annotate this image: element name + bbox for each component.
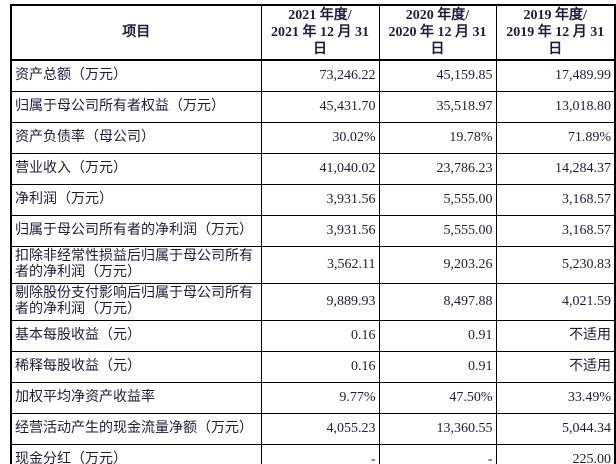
row-label: 营业收入（万元） [10, 153, 262, 185]
cell-value-2020: 0.91 [378, 351, 497, 383]
row-label: 扣除非经常性损益后归属于母公司所有者的净利润（万元） [10, 246, 262, 284]
row-label: 资产总额（万元） [10, 59, 262, 92]
cell-value-2020: 23,786.23 [378, 153, 497, 185]
cell-value-2019: 3,168.57 [495, 184, 616, 216]
table-row: 净利润（万元） 3,931.56 5,555.00 3,168.57 [10, 184, 616, 216]
cell-value-2021: 3,931.56 [260, 215, 380, 247]
cell-value-2019: 225.00 [495, 444, 616, 464]
table-row: 现金分红（万元） - - 225.00 [10, 444, 616, 464]
table-row: 营业收入（万元） 41,040.02 23,786.23 14,284.37 [10, 153, 616, 185]
cell-value-2019: 71.89% [495, 122, 616, 154]
table-row: 经营活动产生的现金流量净额（万元） 4,055.23 13,360.55 5,0… [10, 413, 616, 445]
row-label: 基本每股收益（元） [10, 320, 262, 352]
row-label: 资产负债率（母公司） [10, 122, 262, 154]
cell-value-2020: - [378, 444, 497, 464]
column-header-period-2019: 2019 年度/ 2019 年 12 月 31 日 [495, 4, 616, 61]
table-row: 扣除非经常性损益后归属于母公司所有者的净利润（万元） 3,562.11 9,20… [10, 246, 616, 284]
table-row: 稀释每股收益（元） 0.16 0.91 不适用 [10, 351, 616, 383]
cell-value-2020: 45,159.85 [378, 59, 497, 92]
cell-value-2020: 5,555.00 [378, 184, 497, 216]
financial-summary-table: 项目 2021 年度/ 2021 年 12 月 31 日 2020 年度/ 20… [10, 4, 616, 464]
cell-value-2019: 13,018.80 [495, 91, 616, 123]
cell-value-2019: 3,168.57 [495, 215, 616, 247]
cell-value-2020: 13,360.55 [378, 413, 497, 445]
row-label: 剔除股份支付影响后归属于母公司所有者的净利润（万元） [10, 283, 262, 321]
cell-value-2020: 5,555.00 [378, 215, 497, 247]
cell-value-2019: 17,489.99 [495, 59, 616, 92]
cell-value-2021: 9.77% [260, 382, 380, 414]
cell-value-2021: 4,055.23 [260, 413, 380, 445]
cell-value-2019: 不适用 [495, 351, 616, 383]
cell-value-2019: 5,044.34 [495, 413, 616, 445]
header-row: 项目 2021 年度/ 2021 年 12 月 31 日 2020 年度/ 20… [10, 4, 616, 61]
cell-value-2021: 9,889.93 [260, 283, 380, 321]
cell-value-2021: 3,931.56 [260, 184, 380, 216]
row-label: 归属于母公司所有者权益（万元） [10, 91, 262, 123]
cell-value-2021: 0.16 [260, 351, 380, 383]
cell-value-2020: 19.78% [378, 122, 497, 154]
table-row: 资产总额（万元） 73,246.22 45,159.85 17,489.99 [10, 59, 616, 92]
cell-value-2019: 4,021.59 [495, 283, 616, 321]
cell-value-2021: 45,431.70 [260, 91, 380, 123]
row-label: 净利润（万元） [10, 184, 262, 216]
table-row: 资产负债率（母公司） 30.02% 19.78% 71.89% [10, 122, 616, 154]
column-header-item: 项目 [10, 4, 262, 61]
row-label: 现金分红（万元） [10, 444, 262, 464]
cell-value-2021: 30.02% [260, 122, 380, 154]
cell-value-2021: 73,246.22 [260, 59, 380, 92]
cell-value-2019: 5,230.83 [495, 246, 616, 284]
table-row: 剔除股份支付影响后归属于母公司所有者的净利润（万元） 9,889.93 8,49… [10, 283, 616, 321]
row-label: 经营活动产生的现金流量净额（万元） [10, 413, 262, 445]
cell-value-2021: 0.16 [260, 320, 380, 352]
cell-value-2019: 14,284.37 [495, 153, 616, 185]
cell-value-2019: 33.49% [495, 382, 616, 414]
table-row: 基本每股收益（元） 0.16 0.91 不适用 [10, 320, 616, 352]
cell-value-2021: 41,040.02 [260, 153, 380, 185]
table-row: 归属于母公司所有者权益（万元） 45,431.70 35,518.97 13,0… [10, 91, 616, 123]
cell-value-2020: 35,518.97 [378, 91, 497, 123]
table-row: 归属于母公司所有者的净利润（万元） 3,931.56 5,555.00 3,16… [10, 215, 616, 247]
table-body: 资产总额（万元） 73,246.22 45,159.85 17,489.99 归… [10, 59, 616, 464]
column-header-period-2020: 2020 年度/ 2020 年 12 月 31 日 [378, 4, 497, 61]
cell-value-2021: - [260, 444, 380, 464]
cell-value-2020: 0.91 [378, 320, 497, 352]
table-row: 加权平均净资产收益率 9.77% 47.50% 33.49% [10, 382, 616, 414]
cell-value-2019: 不适用 [495, 320, 616, 352]
column-header-period-2021: 2021 年度/ 2021 年 12 月 31 日 [260, 4, 380, 61]
row-label: 稀释每股收益（元） [10, 351, 262, 383]
row-label: 归属于母公司所有者的净利润（万元） [10, 215, 262, 247]
cell-value-2020: 9,203.26 [378, 246, 497, 284]
row-label: 加权平均净资产收益率 [10, 382, 262, 414]
cell-value-2020: 8,497.88 [378, 283, 497, 321]
cell-value-2021: 3,562.11 [260, 246, 380, 284]
cell-value-2020: 47.50% [378, 382, 497, 414]
